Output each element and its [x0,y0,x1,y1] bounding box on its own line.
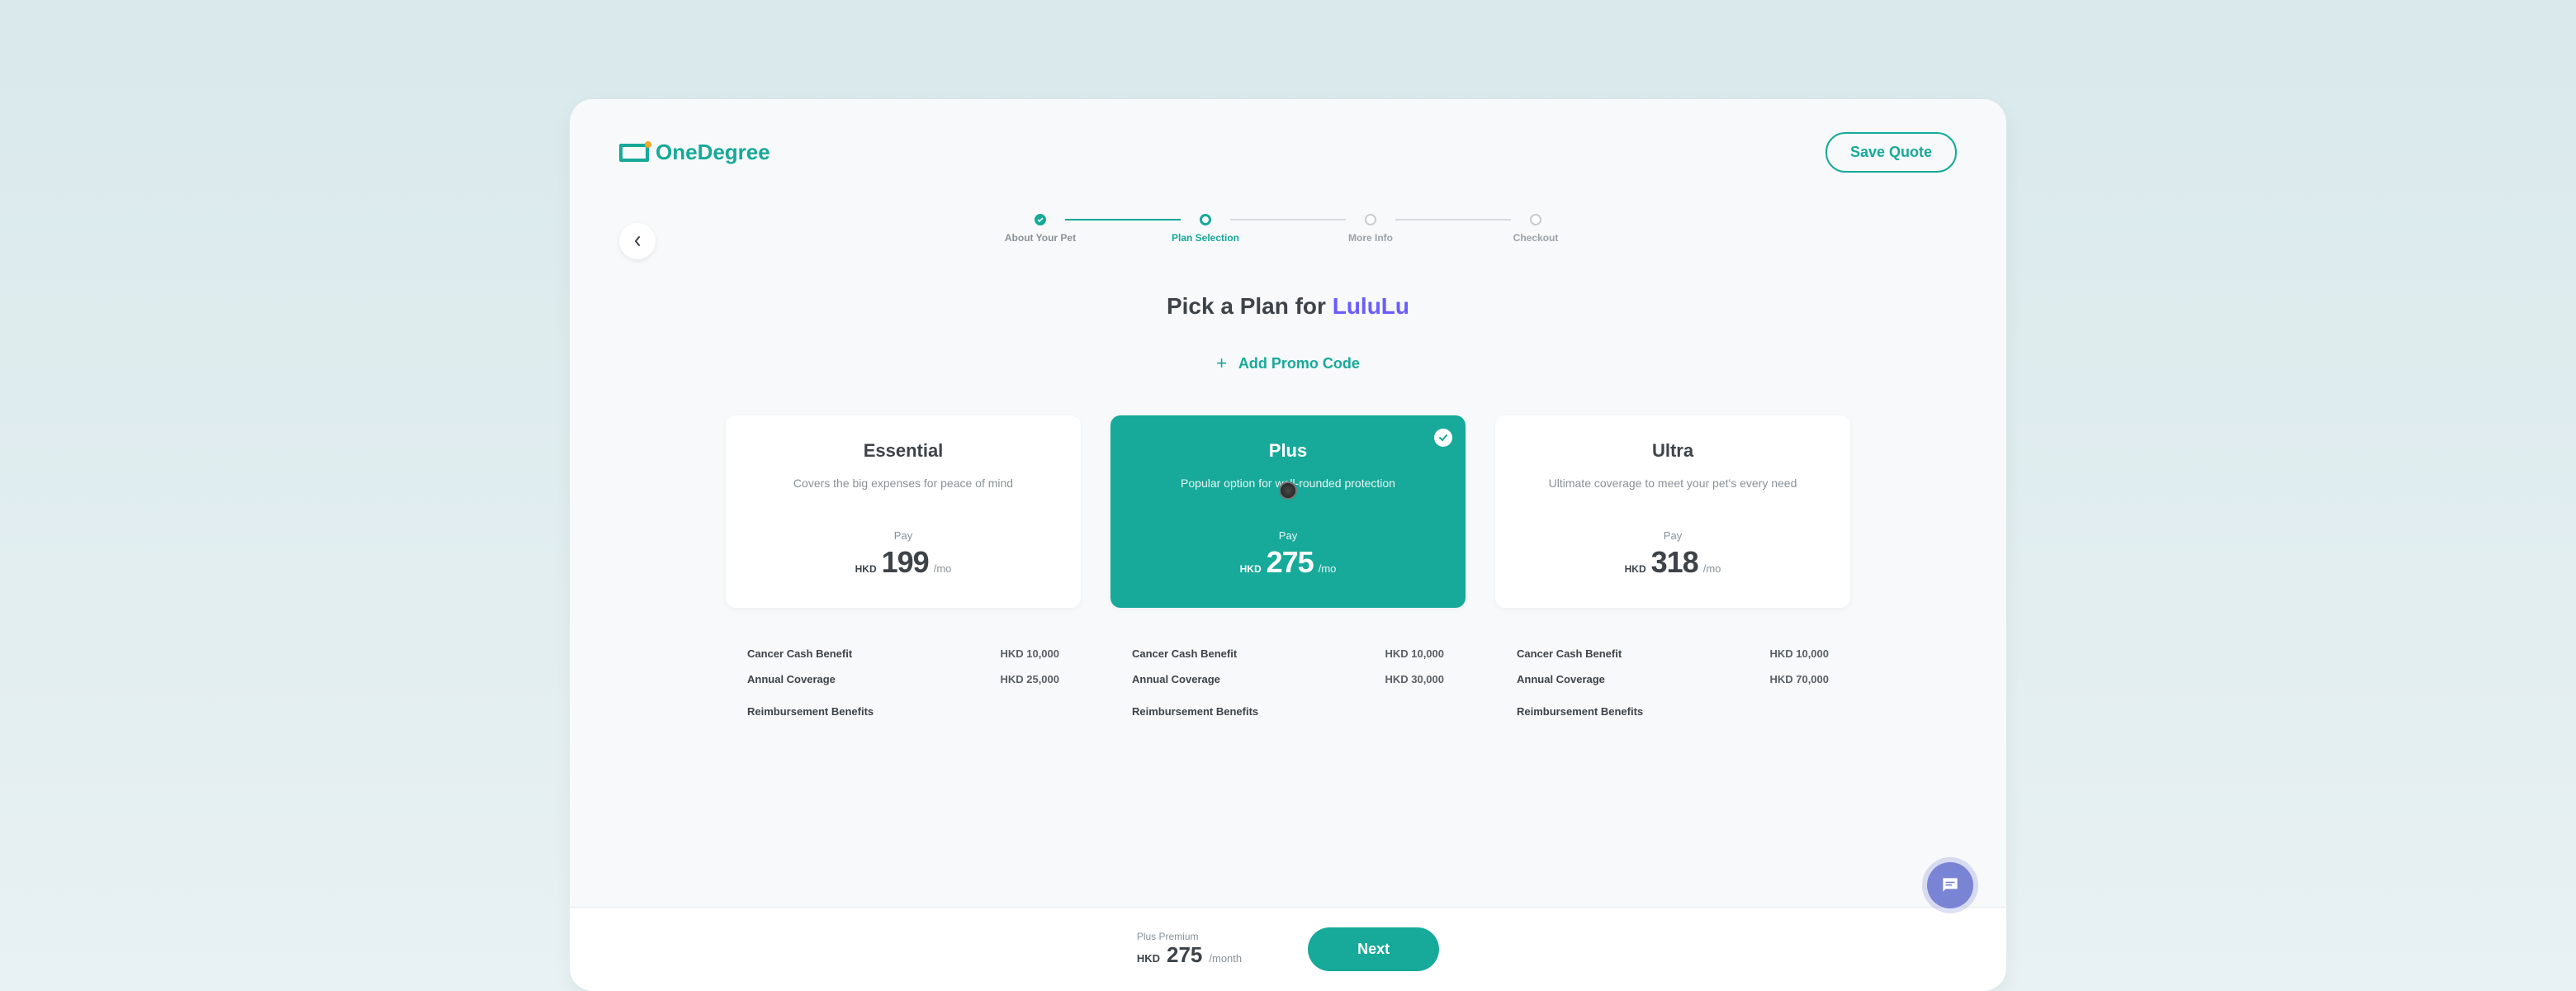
price-amount: 318 [1651,545,1698,580]
features-plus: Cancer Cash Benefit HKD 10,000 Annual Cov… [1110,641,1466,723]
features-ultra: Cancer Cash Benefit HKD 10,000 Annual Cov… [1495,641,1850,723]
logo-text: OneDegree [656,140,770,165]
feature-section-header: Reimbursement Benefits [1132,692,1444,723]
pay-label: Pay [1132,529,1444,542]
price-currency: HKD [1240,563,1262,575]
progress-stepper: About Your Pet Plan Selection More Info … [619,214,1957,244]
feature-value: HKD 10,000 [1385,647,1444,660]
feature-label: Annual Coverage [1132,673,1220,685]
plan-cards: Essential Covers the big expenses for pe… [619,415,1957,608]
plan-desc: Ultimate coverage to meet your pet's eve… [1517,475,1829,510]
feature-label: Cancer Cash Benefit [1132,647,1237,660]
feature-comparison: Cancer Cash Benefit HKD 10,000 Annual Cov… [619,641,1957,723]
premium-amount: 275 [1167,942,1202,968]
plan-ultra[interactable]: Ultra Ultimate coverage to meet your pet… [1495,415,1850,608]
plan-plus[interactable]: Plus Popular option for well-rounded pro… [1110,415,1466,608]
premium-currency: HKD [1137,952,1160,965]
price-period: /mo [1319,562,1337,575]
price-period: /mo [934,562,952,575]
pet-name: LuluLu [1333,293,1409,319]
title-prefix: Pick a Plan for [1167,293,1333,319]
chat-icon [1939,875,1961,896]
next-button[interactable]: Next [1308,927,1439,971]
premium-label: Plus Premium [1137,931,1242,942]
feature-label: Cancer Cash Benefit [747,647,852,660]
price-period: /mo [1703,562,1721,575]
check-icon [1037,216,1044,223]
feature-label: Annual Coverage [1517,673,1605,685]
plan-name: Plus [1132,440,1444,462]
quote-card: OneDegree Save Quote About Your Pet Plan… [570,99,2006,991]
feature-value: HKD 30,000 [1385,673,1444,685]
price-currency: HKD [855,563,877,575]
feature-section-header: Reimbursement Benefits [747,692,1059,723]
promo-label: Add Promo Code [1238,355,1360,372]
feature-value: HKD 25,000 [1000,673,1059,685]
save-quote-button[interactable]: Save Quote [1825,132,1957,173]
plan-desc: Covers the big expenses for peace of min… [747,475,1059,510]
bottom-bar: Plus Premium HKD 275 /month Next [570,907,2006,991]
add-promo-code-button[interactable]: + Add Promo Code [619,353,1957,374]
feature-label: Cancer Cash Benefit [1517,647,1622,660]
plan-essential[interactable]: Essential Covers the big expenses for pe… [726,415,1081,608]
feature-label: Annual Coverage [747,673,836,685]
logo-mark-icon [619,144,649,162]
back-button[interactable] [619,223,656,259]
plan-name: Ultra [1517,440,1829,462]
chat-button[interactable] [1927,862,1973,908]
feature-value: HKD 10,000 [1000,647,1059,660]
price-amount: 199 [882,545,929,580]
price-amount: 275 [1267,545,1314,580]
features-essential: Cancer Cash Benefit HKD 10,000 Annual Cov… [726,641,1081,723]
page-title: Pick a Plan for LuluLu [619,293,1957,320]
plan-name: Essential [747,440,1059,462]
pay-label: Pay [1517,529,1829,542]
feature-section-header: Reimbursement Benefits [1517,692,1829,723]
pay-label: Pay [747,529,1059,542]
selected-check-icon [1434,429,1452,447]
feature-value: HKD 10,000 [1769,647,1829,660]
premium-period: /month [1209,952,1242,965]
logo[interactable]: OneDegree [619,140,770,165]
price-currency: HKD [1625,563,1646,575]
premium-summary: Plus Premium HKD 275 /month [1137,931,1242,968]
chevron-left-icon [633,235,642,247]
plus-icon: + [1216,353,1227,374]
feature-value: HKD 70,000 [1769,673,1829,685]
step-about-your-pet: About Your Pet [958,214,1123,244]
plan-desc: Popular option for well-rounded protecti… [1132,475,1444,510]
header: OneDegree Save Quote [619,132,1957,173]
